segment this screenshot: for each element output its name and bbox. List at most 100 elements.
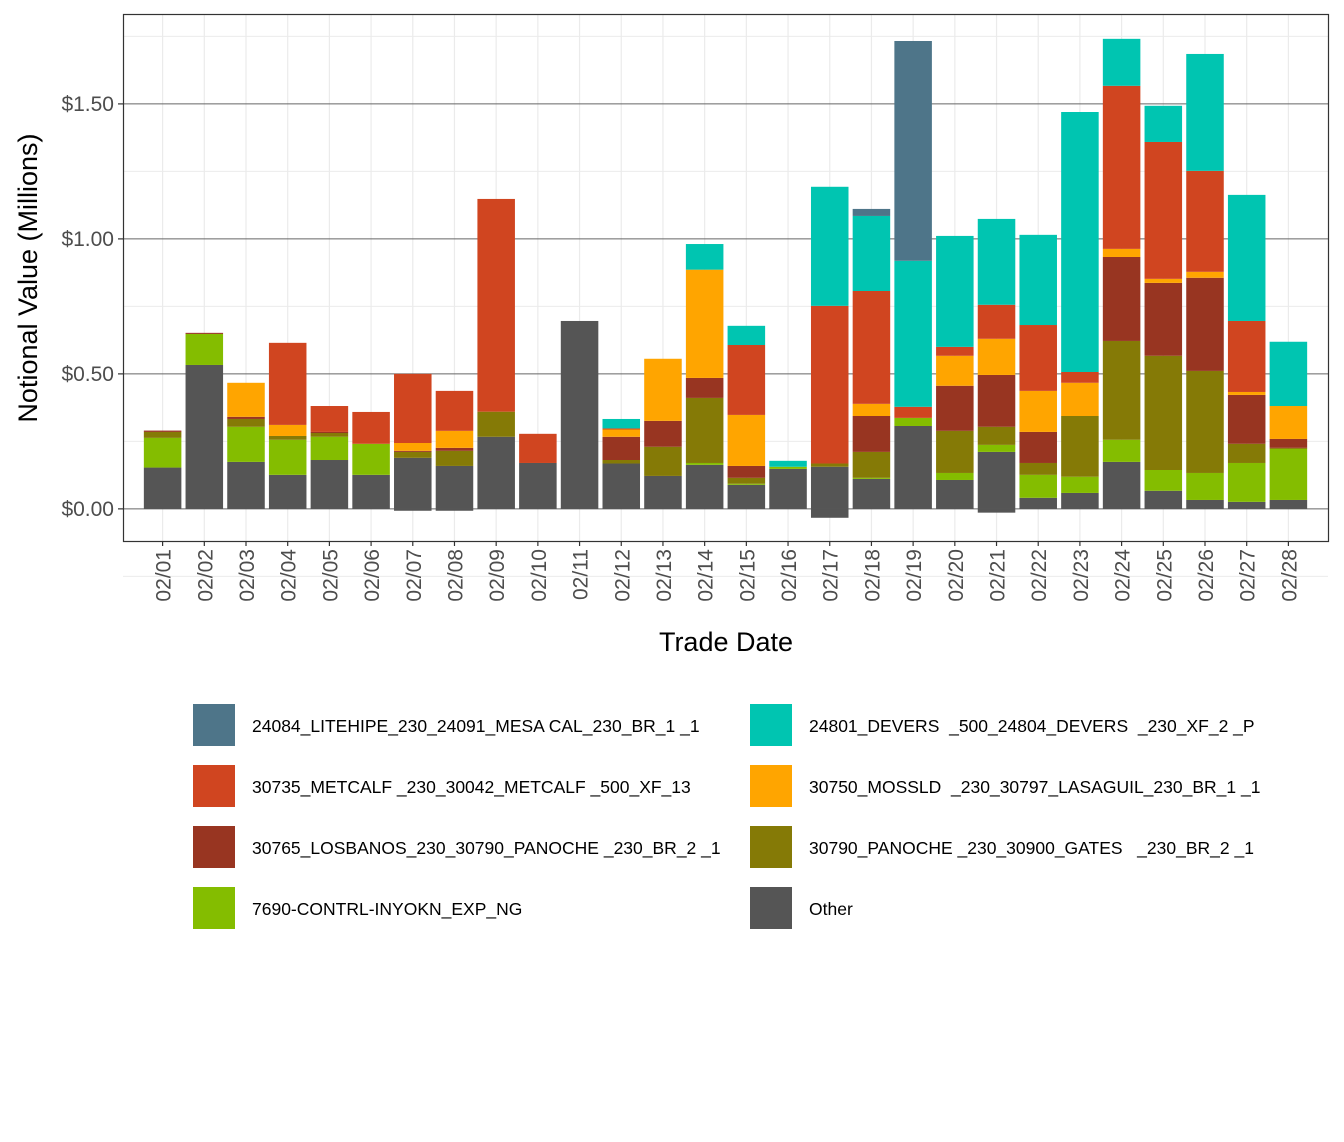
bar-segment bbox=[1186, 271, 1224, 278]
bar-segment bbox=[185, 332, 224, 334]
bar-segment bbox=[1102, 461, 1141, 509]
bar-segment bbox=[1227, 501, 1266, 509]
legend-label: 24801_DEVERS _500_24804_DEVERS _230_XF_2… bbox=[809, 716, 1255, 737]
legend-key bbox=[193, 765, 235, 807]
bar-segment bbox=[977, 338, 1016, 375]
bar-segment bbox=[435, 447, 474, 451]
x-tick-label: 02/26 bbox=[1195, 549, 1218, 602]
bar-segment bbox=[936, 472, 974, 480]
bar-segment bbox=[727, 483, 766, 485]
bar-segment bbox=[977, 218, 1016, 305]
bar-segment bbox=[1269, 499, 1308, 509]
bar-segment bbox=[1144, 490, 1183, 509]
y-axis-title: Notional Value (Millions) bbox=[13, 133, 43, 422]
bar-segment bbox=[227, 426, 265, 462]
bar-segment bbox=[1227, 320, 1266, 392]
bar-segment bbox=[936, 479, 974, 509]
bar-segment bbox=[143, 467, 182, 509]
bar-segment bbox=[1186, 472, 1224, 500]
legend-item: 24801_DEVERS _500_24804_DEVERS _230_XF_2… bbox=[750, 704, 1255, 746]
legend-label: 30765_LOSBANOS_230_30790_PANOCHE _230_BR… bbox=[252, 838, 721, 859]
x-tick-label: 02/25 bbox=[1153, 549, 1176, 602]
bar-segment bbox=[143, 431, 182, 438]
legend-key bbox=[750, 826, 792, 868]
bar-segment bbox=[852, 208, 891, 216]
bar-segment bbox=[1019, 462, 1057, 475]
bar-segment bbox=[1019, 497, 1057, 509]
bar-segment bbox=[936, 235, 974, 347]
bar-segment bbox=[977, 304, 1016, 339]
x-tick-label: 02/04 bbox=[278, 549, 301, 602]
bar-segment bbox=[1269, 447, 1308, 449]
legend-item: 30735_METCALF _230_30042_METCALF _500_XF… bbox=[193, 765, 691, 807]
bar-segment bbox=[1019, 390, 1057, 432]
bar-segment bbox=[143, 437, 182, 468]
bar-segment bbox=[1269, 438, 1308, 448]
bar-segment bbox=[1102, 439, 1141, 462]
bar-segment bbox=[560, 320, 599, 509]
bar-segment-negative bbox=[810, 508, 849, 518]
x-tick-label: 02/22 bbox=[1028, 549, 1051, 602]
x-tick-label: 02/06 bbox=[361, 549, 384, 602]
bar-segment bbox=[1269, 341, 1308, 407]
plot-panel-border bbox=[122, 13, 1330, 543]
bar-segment bbox=[1144, 278, 1183, 283]
bar-segment bbox=[685, 244, 724, 270]
y-tick-label: $1.00 bbox=[61, 228, 114, 251]
bar-segment bbox=[852, 477, 891, 479]
bar-segment bbox=[894, 425, 932, 509]
legend-label: Other bbox=[809, 899, 853, 919]
bar-segment bbox=[352, 474, 390, 509]
bar-segment bbox=[852, 451, 891, 478]
bar-segment bbox=[1102, 340, 1141, 440]
bar-segment bbox=[1227, 462, 1266, 502]
bar-segment bbox=[394, 373, 432, 443]
bar-segment bbox=[1061, 371, 1099, 383]
bar-segment bbox=[352, 443, 390, 475]
legend-key bbox=[750, 887, 792, 929]
bar-segment bbox=[310, 406, 349, 432]
bar-segment bbox=[435, 465, 474, 509]
bar-segment bbox=[310, 460, 349, 509]
x-tick-label: 02/28 bbox=[1278, 549, 1301, 602]
bar-segment bbox=[602, 463, 641, 509]
x-tick-label: 02/03 bbox=[236, 549, 259, 602]
legend-item: 7690-CONTRL-INYOKN_EXP_NG bbox=[193, 887, 522, 929]
x-tick-label: 02/21 bbox=[987, 549, 1010, 602]
bar-segment bbox=[1227, 443, 1266, 463]
x-tick-label: 02/19 bbox=[903, 549, 926, 602]
bar-segment bbox=[644, 475, 682, 509]
bar-segment bbox=[1227, 394, 1266, 444]
x-tick-label: 02/13 bbox=[653, 549, 676, 602]
bar-segment bbox=[1269, 406, 1308, 439]
bar-segment bbox=[685, 397, 724, 463]
bar-segment bbox=[602, 429, 641, 437]
x-tick-label: 02/17 bbox=[820, 549, 843, 602]
x-tick-label: 02/18 bbox=[861, 549, 884, 602]
bar-segment bbox=[810, 186, 849, 306]
bar-segment bbox=[310, 433, 349, 437]
bar-segment bbox=[143, 430, 182, 432]
bar-segment bbox=[727, 325, 766, 345]
bar-segment bbox=[1144, 141, 1183, 279]
bar-segment bbox=[1186, 53, 1224, 171]
x-tick-label: 02/27 bbox=[1237, 549, 1260, 602]
bar-segment bbox=[352, 411, 390, 444]
bar-segment bbox=[602, 460, 641, 464]
bar-segment bbox=[185, 333, 224, 365]
bar-segment bbox=[1144, 355, 1183, 470]
bar-segment bbox=[1019, 474, 1057, 498]
bar-segment bbox=[1061, 382, 1099, 416]
bar-segment bbox=[477, 436, 515, 509]
bar-segment bbox=[477, 411, 515, 437]
bar-segment bbox=[227, 461, 265, 509]
y-tick-label: $0.00 bbox=[61, 498, 114, 521]
bar-segment bbox=[1186, 277, 1224, 371]
bar-segment bbox=[1061, 492, 1099, 509]
x-tick-label: 02/11 bbox=[570, 549, 593, 600]
bar-segment bbox=[685, 269, 724, 378]
bar-segment bbox=[769, 468, 807, 509]
x-tick-label: 02/12 bbox=[611, 549, 634, 602]
legend-key bbox=[193, 887, 235, 929]
